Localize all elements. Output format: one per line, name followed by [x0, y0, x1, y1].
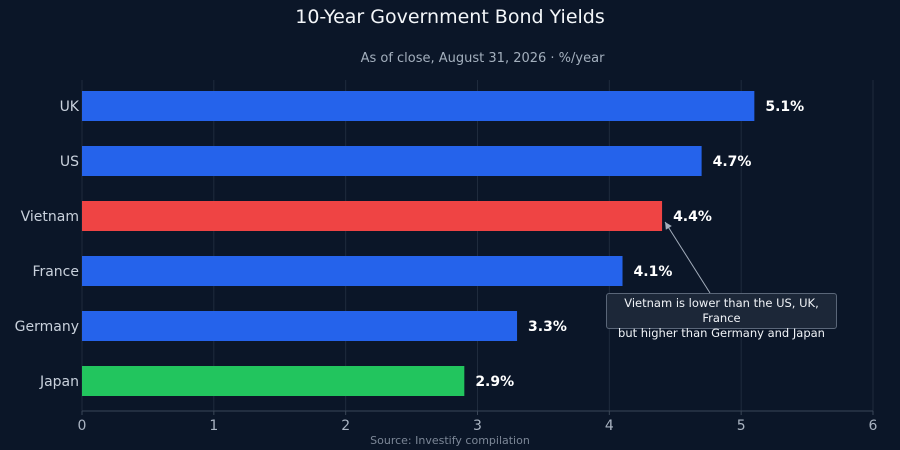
- annotation-arrow-head: [665, 222, 672, 230]
- category-label-uk: UK: [60, 99, 80, 115]
- value-label-germany: 3.3%: [528, 319, 567, 335]
- category-label-germany: Germany: [15, 319, 79, 335]
- x-tick-label-3: 3: [473, 418, 482, 434]
- bar-germany: [82, 311, 518, 341]
- bar-france: [82, 256, 623, 286]
- bar-us: [82, 146, 702, 176]
- bar-japan: [82, 366, 465, 396]
- value-label-france: 4.1%: [634, 264, 673, 280]
- x-tick-label-1: 1: [209, 418, 218, 434]
- annotation-box: Vietnam is lower than the US, UK, France…: [606, 293, 837, 340]
- annotation-line-2: but higher than Germany and Japan: [618, 326, 825, 340]
- value-label-us: 4.7%: [713, 154, 752, 170]
- value-label-vietnam: 4.4%: [673, 209, 712, 225]
- bar-vietnam: [82, 201, 663, 231]
- x-tick-label-5: 5: [737, 418, 746, 434]
- chart-source: Source: Investify compilation: [370, 434, 530, 447]
- annotation-line-1: Vietnam is lower than the US, UK, France: [624, 296, 819, 325]
- chart-title: 10-Year Government Bond Yields: [295, 6, 605, 28]
- category-label-france: France: [32, 264, 79, 280]
- bar-uk: [82, 91, 755, 121]
- value-label-japan: 2.9%: [475, 374, 514, 390]
- x-tick-label-0: 0: [78, 418, 87, 434]
- value-label-uk: 5.1%: [765, 99, 804, 115]
- x-tick-label-2: 2: [341, 418, 350, 434]
- chart-subtitle: As of close, August 31, 2026 · %/year: [360, 51, 605, 66]
- x-tick-label-4: 4: [605, 418, 614, 434]
- category-label-japan: Japan: [39, 374, 79, 390]
- x-tick-label-6: 6: [869, 418, 878, 434]
- category-label-us: US: [60, 154, 79, 170]
- category-label-vietnam: Vietnam: [21, 209, 79, 225]
- annotation-arrow-line: [664, 221, 711, 294]
